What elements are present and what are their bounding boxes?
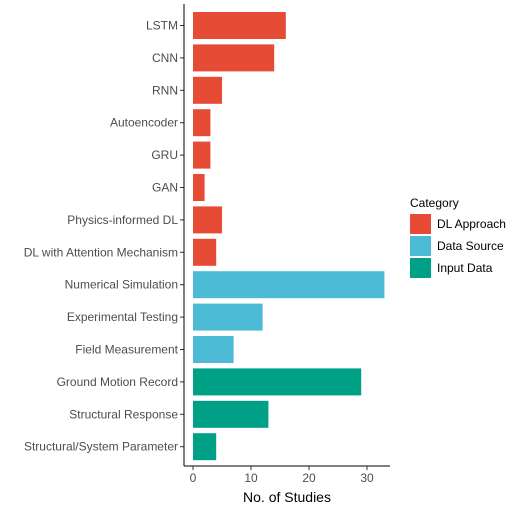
x-axis-title: No. of Studies: [243, 489, 331, 505]
bar-structural-system-parameter: [193, 433, 217, 461]
bar-autoencoder: [193, 109, 211, 137]
bars-layer: [193, 12, 385, 461]
bar-field-measurement: [193, 336, 234, 363]
category-label-structural-response: Structural Response: [69, 407, 178, 421]
x-tick-label: 0: [190, 471, 197, 485]
legend-label-data-source: Data Source: [437, 239, 504, 253]
category-label-structural-system-parameter: Structural/System Parameter: [24, 440, 178, 454]
category-label-physics-informed-dl: Physics-informed DL: [67, 213, 178, 227]
bar-physics-informed-dl: [193, 206, 222, 234]
bar-ground-motion-record: [193, 368, 362, 396]
bar-structural-response: [193, 400, 269, 428]
category-label-ground-motion-record: Ground Motion Record: [57, 375, 178, 389]
category-label-dl-with-attention-mechanism: DL with Attention Mechanism: [24, 245, 178, 259]
legend-label-dl-approach: DL Approach: [437, 217, 506, 231]
bar-gru: [193, 141, 211, 169]
category-label-rnn: RNN: [152, 83, 178, 97]
legend-label-input-data: Input Data: [437, 261, 493, 275]
x-tick-label: 20: [302, 471, 316, 485]
legend-title: Category: [410, 196, 459, 210]
x-tick-label: 10: [244, 471, 258, 485]
bar-dl-with-attention-mechanism: [193, 238, 217, 266]
category-label-gan: GAN: [152, 181, 178, 195]
x-ticks: 0 10 20 30: [190, 466, 374, 485]
category-label-numerical-simulation: Numerical Simulation: [65, 278, 178, 292]
category-label-gru: GRU: [151, 148, 178, 162]
bar-numerical-simulation: [193, 271, 385, 299]
legend-swatch-data-source: [410, 236, 431, 256]
legend-swatch-dl-approach: [410, 214, 431, 234]
category-label-autoencoder: Autoencoder: [110, 116, 178, 130]
bar-experimental-testing: [193, 303, 263, 331]
category-label-lstm: LSTM: [146, 19, 178, 33]
category-label-experimental-testing: Experimental Testing: [67, 310, 178, 324]
category-labels: LSTM CNN RNN Autoencoder GRU GAN Physics-infor…: [24, 19, 184, 454]
bar-rnn: [193, 76, 222, 104]
legend: Category DL Approach Data Source Input Dat…: [410, 196, 506, 278]
bar-cnn: [193, 44, 275, 72]
category-label-field-measurement: Field Measurement: [75, 343, 178, 357]
x-tick-label: 30: [360, 471, 374, 485]
bar-lstm: [193, 12, 286, 39]
bar-gan: [193, 174, 205, 201]
legend-swatch-input-data: [410, 258, 431, 278]
category-label-cnn: CNN: [152, 51, 178, 65]
